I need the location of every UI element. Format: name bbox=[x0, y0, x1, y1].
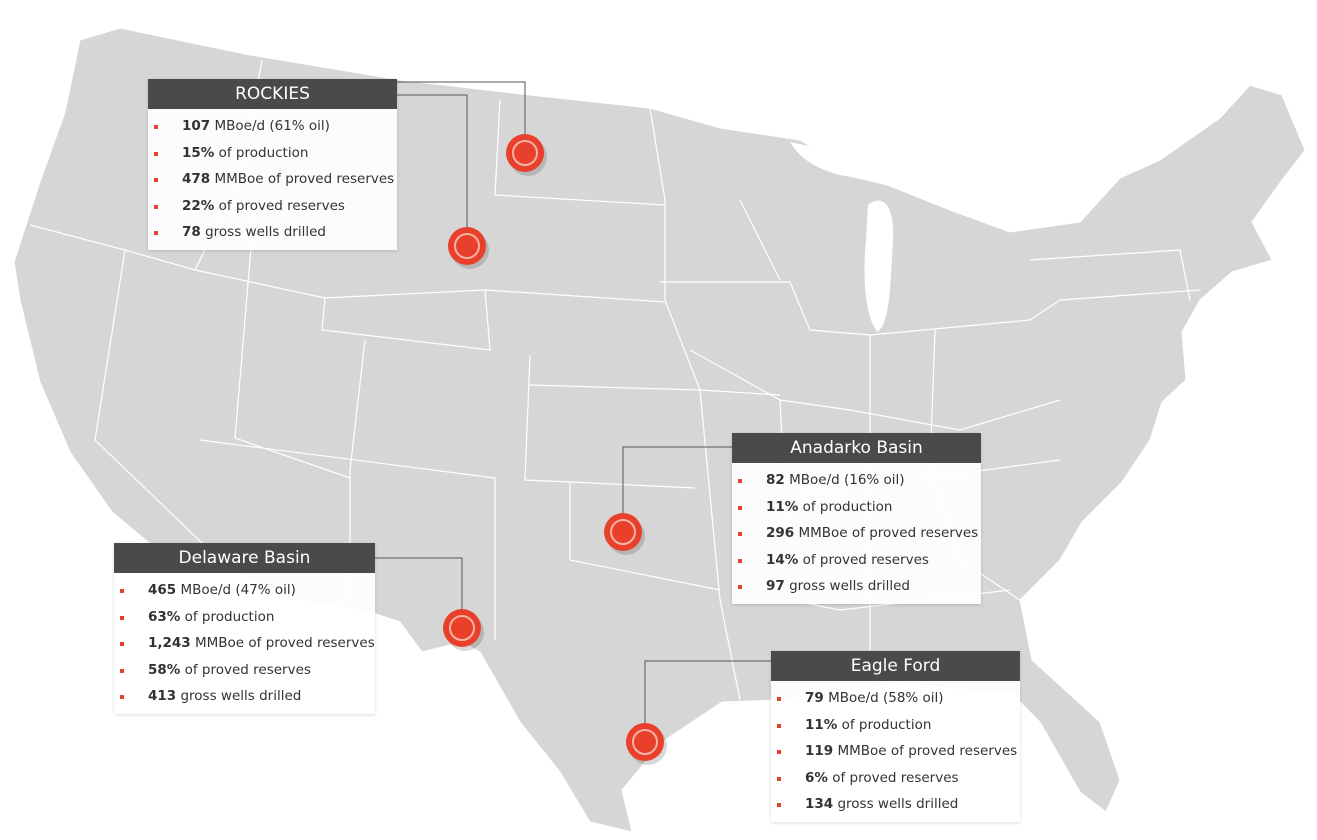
stat-value: 134 bbox=[805, 796, 834, 813]
bullet-icon bbox=[120, 668, 124, 673]
stat-value: 97 bbox=[766, 578, 785, 595]
stat-label: of production bbox=[837, 716, 932, 733]
stat-value: 1,243 bbox=[148, 635, 191, 652]
stat-label: MMBoe of proved reserves bbox=[833, 743, 1018, 760]
bullet-icon bbox=[777, 776, 781, 781]
bullet-icon bbox=[120, 589, 124, 593]
stat-label: of proved reserves bbox=[180, 661, 311, 678]
stat-item: 58% of proved reserves bbox=[114, 657, 375, 684]
bullet-icon bbox=[154, 231, 158, 236]
stat-label: MMBoe of proved reserves bbox=[794, 525, 979, 542]
bullet-icon bbox=[738, 558, 742, 563]
lake-superior bbox=[790, 142, 930, 195]
stat-label: MBoe/d (47% oil) bbox=[176, 582, 296, 598]
card-title: Eagle Ford bbox=[771, 651, 1020, 681]
stat-value: 465 bbox=[148, 582, 177, 598]
marker-delaware bbox=[443, 609, 484, 651]
stat-label: of production bbox=[180, 608, 275, 625]
bullet-icon bbox=[154, 151, 158, 156]
marker-rockies-south bbox=[448, 227, 489, 269]
stat-value: 107 bbox=[182, 118, 211, 134]
bullet-icon bbox=[777, 697, 781, 701]
bullet-icon bbox=[154, 204, 158, 209]
stat-value: 14% bbox=[766, 551, 799, 568]
marker-eagle-ford bbox=[626, 723, 667, 765]
stat-item: 14% of proved reserves bbox=[732, 547, 981, 574]
bullet-icon bbox=[738, 585, 742, 590]
stat-item: 11% of production bbox=[732, 494, 981, 521]
lake-michigan bbox=[864, 200, 894, 332]
bullet-icon bbox=[738, 505, 742, 510]
stat-value: 82 bbox=[766, 472, 785, 488]
bullet-icon bbox=[777, 750, 781, 755]
stat-value: 11% bbox=[805, 716, 838, 733]
connector-lines bbox=[375, 81, 771, 724]
stat-item: 134 gross wells drilled bbox=[771, 791, 1020, 818]
stat-item: 63% of production bbox=[114, 604, 375, 631]
stat-item: 79 MBoe/d (58% oil) bbox=[771, 685, 1020, 712]
stat-value: 63% bbox=[148, 608, 181, 625]
stat-label: MBoe/d (16% oil) bbox=[784, 472, 905, 488]
stat-item: 465 MBoe/d (47% oil) bbox=[114, 577, 375, 604]
stat-value: 58% bbox=[148, 661, 181, 678]
stat-item: 107 MBoe/d (61% oil) bbox=[148, 113, 397, 140]
marker-rockies-north bbox=[506, 134, 547, 176]
stat-label: MMBoe of proved reserves bbox=[190, 635, 375, 652]
stat-value: 478 bbox=[182, 171, 211, 188]
stat-value: 79 bbox=[805, 690, 824, 706]
bullet-icon bbox=[777, 803, 781, 808]
stat-label: of production bbox=[214, 144, 309, 161]
stat-item: 97 gross wells drilled bbox=[732, 573, 981, 600]
stat-label: gross wells drilled bbox=[784, 578, 910, 595]
stat-item: 1,243 MMBoe of proved reserves bbox=[114, 630, 375, 657]
stat-value: 15% bbox=[182, 144, 215, 161]
stat-label: of production bbox=[798, 498, 893, 515]
card-anadarko-basin: Anadarko Basin 82 MBoe/d (16% oil) 11% of… bbox=[732, 433, 981, 604]
stat-item: 22% of proved reserves bbox=[148, 193, 397, 220]
marker-anadarko bbox=[604, 513, 645, 555]
stat-label: gross wells drilled bbox=[176, 688, 302, 705]
stat-item: 478 MMBoe of proved reserves bbox=[148, 166, 397, 193]
stat-label: gross wells drilled bbox=[833, 796, 959, 813]
stat-item: 15% of production bbox=[148, 140, 397, 167]
bullet-icon bbox=[120, 642, 124, 647]
stat-label: MBoe/d (58% oil) bbox=[823, 690, 944, 706]
card-title: Anadarko Basin bbox=[732, 433, 981, 463]
card-title: Delaware Basin bbox=[114, 543, 375, 573]
bullet-icon bbox=[738, 479, 742, 483]
stat-label: of proved reserves bbox=[798, 551, 929, 568]
stat-value: 11% bbox=[766, 498, 799, 515]
card-delaware-basin: Delaware Basin 465 MBoe/d (47% oil) 63% o… bbox=[114, 543, 375, 714]
stat-item: 11% of production bbox=[771, 712, 1020, 739]
bullet-icon bbox=[154, 125, 158, 129]
stat-label: of proved reserves bbox=[827, 769, 959, 786]
stat-value: 119 bbox=[805, 743, 834, 760]
bullet-icon bbox=[777, 723, 781, 728]
stat-label: of proved reserves bbox=[214, 197, 345, 214]
stat-item: 82 MBoe/d (16% oil) bbox=[732, 467, 981, 494]
stat-value: 413 bbox=[148, 688, 177, 705]
markers bbox=[443, 134, 667, 765]
stat-item: 119 MMBoe of proved reserves bbox=[771, 738, 1020, 765]
stat-item: 413 gross wells drilled bbox=[114, 683, 375, 710]
stat-value: 78 bbox=[182, 224, 201, 241]
stat-item: 6% of proved reserves bbox=[771, 765, 1020, 792]
card-eagle-ford: Eagle Ford 79 MBoe/d (58% oil) 11% of pro… bbox=[771, 651, 1020, 822]
stat-value: 6% bbox=[805, 769, 828, 786]
stat-label: MMBoe of proved reserves bbox=[210, 171, 395, 188]
stat-label: MBoe/d (61% oil) bbox=[210, 118, 330, 134]
bullet-icon bbox=[738, 532, 742, 537]
card-rockies: ROCKIES 107 MBoe/d (61% oil) 15% of produ… bbox=[148, 79, 397, 250]
bullet-icon bbox=[154, 178, 158, 183]
stat-label: gross wells drilled bbox=[200, 224, 326, 241]
stat-value: 22% bbox=[182, 197, 215, 214]
stat-item: 78 gross wells drilled bbox=[148, 219, 397, 246]
card-title: ROCKIES bbox=[148, 79, 397, 109]
stat-item: 296 MMBoe of proved reserves bbox=[732, 520, 981, 547]
bullet-icon bbox=[120, 695, 124, 700]
stat-value: 296 bbox=[766, 525, 795, 542]
bullet-icon bbox=[120, 615, 124, 620]
